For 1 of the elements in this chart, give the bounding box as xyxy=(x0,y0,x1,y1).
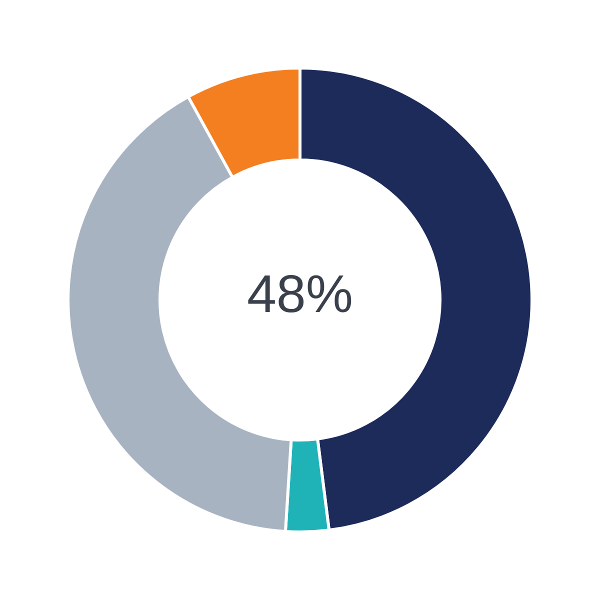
text: 48% xyxy=(246,265,354,324)
